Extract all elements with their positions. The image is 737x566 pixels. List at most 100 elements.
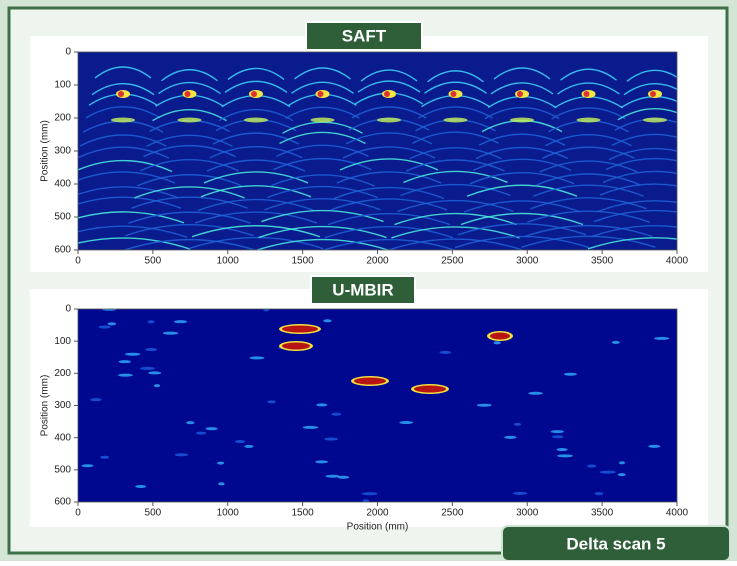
speck (140, 367, 155, 370)
x-tick-label: 1000 (217, 256, 240, 267)
speck (100, 456, 109, 459)
speck (303, 426, 319, 429)
speck (235, 440, 245, 443)
x-tick-label: 2500 (441, 508, 464, 519)
x-tick-label: 500 (145, 256, 162, 267)
x-axis-label: Position (mm) (347, 522, 409, 533)
speck (551, 430, 564, 433)
y-tick-label: 600 (54, 497, 71, 508)
speck (619, 461, 625, 464)
speck (82, 464, 94, 467)
hot-spot (354, 378, 386, 385)
speck (118, 374, 133, 377)
speck (119, 360, 131, 363)
speck (267, 400, 275, 403)
hot-spot (517, 91, 523, 97)
speck (250, 356, 265, 359)
slide: Delta scan 5 050010001500200025003000350… (0, 0, 737, 561)
y-axis-label: Position (mm) (40, 375, 51, 437)
hot-spot (384, 91, 390, 97)
y-tick-label: 400 (54, 179, 71, 190)
x-tick-label: 500 (145, 508, 162, 519)
hot-spot (451, 91, 457, 97)
speck (90, 398, 102, 401)
x-tick-label: 4000 (666, 256, 689, 267)
speck (326, 475, 340, 478)
speck (217, 462, 224, 465)
speck (654, 337, 669, 340)
y-tick-label: 600 (54, 245, 71, 256)
y-axis-label: Position (mm) (40, 120, 51, 182)
hot-spot (185, 91, 191, 97)
hot-spot (650, 91, 656, 97)
hot-spot (311, 118, 335, 123)
hot-spot (244, 118, 268, 123)
speck (600, 471, 616, 474)
speck (316, 403, 327, 406)
speck (612, 341, 620, 344)
hot-spot (318, 91, 324, 97)
x-tick-label: 2500 (441, 256, 464, 267)
x-tick-label: 0 (75, 256, 81, 267)
speck (528, 392, 543, 395)
speck (514, 423, 521, 426)
speck (557, 448, 568, 451)
hot-spot (118, 91, 124, 97)
y-tick-label: 300 (54, 146, 71, 157)
speck (648, 445, 660, 448)
hot-spot (377, 118, 401, 123)
speck (218, 482, 225, 485)
hot-spot (643, 118, 667, 123)
speck (362, 492, 378, 495)
speck (564, 373, 577, 376)
speck (315, 460, 328, 463)
hot-spot (178, 118, 202, 123)
speck (504, 436, 516, 439)
x-tick-label: 1500 (292, 508, 315, 519)
speck (163, 332, 178, 335)
speck (477, 404, 492, 407)
speck (552, 435, 564, 438)
y-tick-label: 0 (65, 304, 71, 315)
hot-spot (444, 118, 468, 123)
x-tick-label: 0 (75, 508, 81, 519)
speck (148, 371, 161, 374)
speck (174, 320, 187, 323)
speck (513, 492, 527, 495)
speck (244, 445, 253, 448)
speck (331, 413, 341, 416)
speck (324, 438, 338, 441)
speck (154, 384, 160, 387)
hot-spot (577, 118, 601, 123)
speck (196, 432, 206, 435)
x-tick-label: 1500 (292, 256, 315, 267)
x-tick-label: 2000 (366, 256, 389, 267)
y-tick-label: 400 (54, 432, 71, 443)
hot-spot (490, 333, 510, 340)
heatmap-image (78, 52, 677, 250)
x-tick-label: 3000 (516, 256, 539, 267)
speck (186, 421, 194, 424)
y-tick-label: 100 (54, 80, 71, 91)
hot-spot (111, 118, 135, 123)
speck (145, 348, 157, 351)
heatmap-image (78, 309, 677, 502)
chart-title: SAFT (342, 26, 387, 45)
y-tick-label: 200 (54, 113, 71, 124)
speck (98, 326, 110, 329)
hot-spot (282, 343, 310, 350)
y-tick-label: 500 (54, 212, 71, 223)
speck (439, 351, 451, 354)
x-tick-label: 3000 (516, 508, 539, 519)
hot-spot (584, 91, 590, 97)
y-tick-label: 300 (54, 400, 71, 411)
speck (587, 465, 596, 468)
y-tick-label: 0 (65, 47, 71, 58)
y-tick-label: 100 (54, 336, 71, 347)
speck (205, 427, 217, 430)
speck (399, 421, 413, 424)
y-tick-label: 200 (54, 368, 71, 379)
speck (148, 320, 155, 323)
hot-spot (251, 91, 257, 97)
x-tick-label: 3500 (591, 508, 614, 519)
